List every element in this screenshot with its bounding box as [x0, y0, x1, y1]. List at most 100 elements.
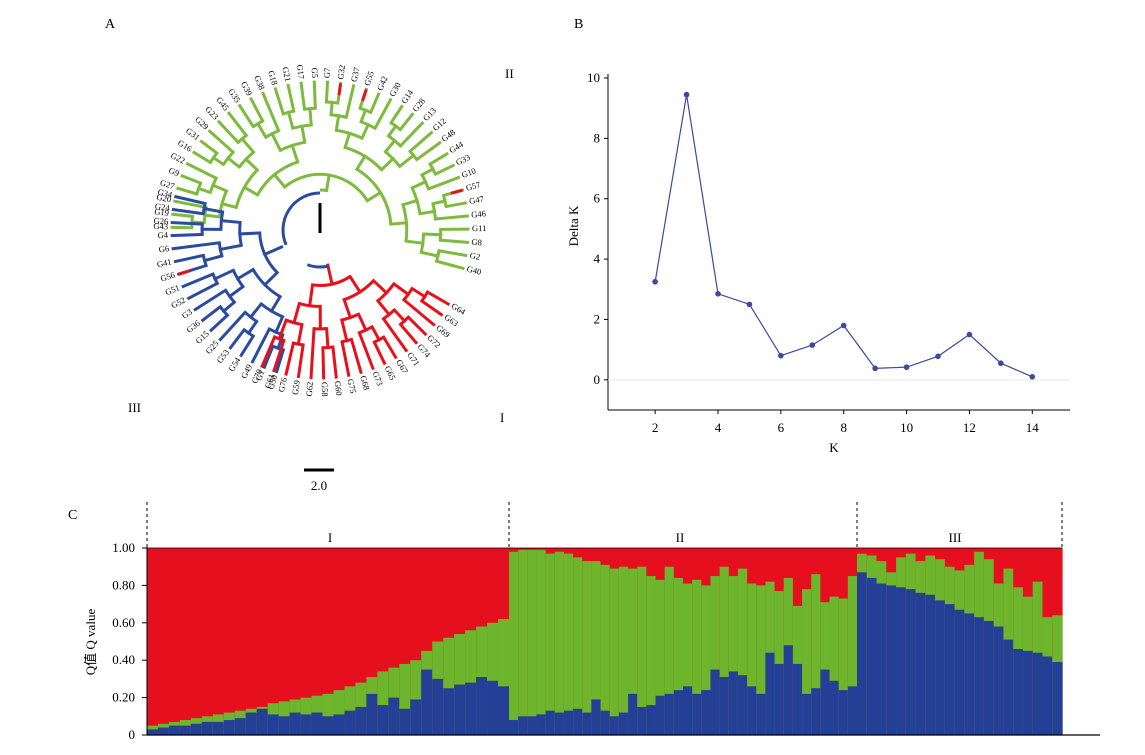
tip-label: G40	[466, 263, 483, 276]
tree-branch	[437, 249, 468, 258]
tip-label: G1	[253, 369, 266, 382]
tip-label: G51	[164, 282, 181, 297]
delta-k-point	[935, 353, 941, 360]
tree-branch	[381, 335, 398, 360]
tree-branch	[238, 231, 262, 236]
tree-branch	[243, 157, 260, 173]
q-bar-green	[719, 566, 730, 735]
tree-arc	[306, 263, 329, 269]
tree-branch	[299, 81, 307, 111]
q-bar-green	[692, 579, 702, 735]
tree-branch	[185, 161, 219, 181]
tree-branch	[262, 270, 280, 287]
q-bar-blue	[147, 729, 159, 735]
q-bar-red	[388, 548, 400, 735]
tip-label: G43	[153, 221, 168, 231]
tree-branch	[255, 121, 268, 140]
q-bar-blue	[527, 716, 538, 735]
tree-branch	[431, 199, 447, 206]
tree-branch	[193, 288, 228, 312]
q-bar-green	[554, 551, 565, 735]
tree-branch	[419, 298, 444, 317]
q-bar-green	[536, 549, 547, 735]
q-bar-blue	[333, 714, 346, 735]
tree-branch	[227, 284, 246, 299]
tip-label: G8	[471, 237, 482, 248]
tree-arc	[281, 191, 321, 246]
delta-k-point	[1029, 374, 1036, 380]
tree-branch	[199, 139, 219, 156]
tip-label: G75	[346, 378, 359, 394]
tree-branch	[286, 83, 296, 113]
tree-branch	[347, 274, 363, 295]
tree-branch	[218, 310, 248, 342]
q-bar-blue	[628, 693, 638, 735]
tree-branch	[296, 343, 305, 379]
q-bar-blue	[212, 721, 225, 735]
tree-branch	[406, 315, 428, 337]
q-bar-blue	[582, 712, 593, 735]
tree-branch	[262, 344, 275, 370]
tree-branch	[186, 281, 220, 301]
q-bar-green	[487, 622, 499, 735]
q-bar-red	[366, 548, 378, 735]
q-y-tick-label: 0.60	[112, 615, 135, 630]
q-bar-green	[410, 660, 422, 735]
x-axis-title: K	[829, 440, 839, 455]
tree-branch	[203, 213, 222, 219]
q-bar-green	[673, 577, 684, 735]
q-bar-red	[289, 548, 302, 735]
cluster-label-I: I	[500, 410, 504, 425]
tip-label: G55	[362, 70, 376, 87]
tree-branch	[200, 304, 223, 323]
q-bar-green	[498, 619, 510, 735]
q-bar-blue	[289, 712, 302, 735]
tree-branch	[171, 241, 221, 251]
tree-branch	[170, 232, 204, 238]
q-bar-green	[591, 561, 602, 735]
tree-branch	[202, 254, 224, 263]
q-bar-green	[618, 566, 629, 735]
tree-branch	[296, 322, 304, 346]
tree-branch	[410, 179, 428, 190]
tree-branch	[401, 198, 419, 207]
tree-branch	[196, 186, 213, 195]
q-bar-blue	[536, 714, 547, 735]
tree-branch	[269, 294, 283, 314]
tip-label: G20	[156, 192, 172, 205]
tree-branch	[326, 263, 334, 286]
tree-branch	[239, 136, 256, 155]
q-bar-green	[811, 574, 821, 735]
q-bar-green	[664, 566, 675, 735]
q-bar-red	[212, 548, 225, 735]
tree-branch	[404, 239, 425, 245]
tree-branch	[381, 316, 409, 353]
group-label-II: II	[676, 530, 685, 545]
q-bar-red	[190, 548, 203, 735]
tree-branch	[389, 221, 409, 226]
q-bar-blue	[1042, 656, 1053, 735]
q-bar-blue	[168, 725, 181, 735]
panel-a-letter: A	[105, 17, 116, 32]
tree-branch	[371, 278, 389, 295]
q-bar-blue	[896, 587, 907, 735]
tree-branch	[239, 334, 256, 358]
q-bar-blue	[783, 645, 794, 735]
q-bar-blue	[432, 678, 444, 735]
q-bar-green	[573, 557, 583, 735]
tree-branch	[383, 138, 397, 154]
q-bar-green	[683, 583, 693, 735]
tip-label: G34	[157, 187, 174, 200]
tip-label: G19	[154, 206, 170, 218]
tip-label: G9	[167, 165, 180, 178]
tree-branch	[354, 154, 367, 172]
tip-label: G18	[266, 69, 280, 86]
tree-branch	[427, 151, 449, 167]
tree-branch	[438, 238, 470, 244]
tree-branch	[434, 259, 465, 271]
tree-branch	[343, 131, 352, 150]
q-bar-blue	[637, 706, 647, 735]
delta-k-point	[872, 365, 878, 372]
q-bar-blue	[655, 695, 666, 735]
